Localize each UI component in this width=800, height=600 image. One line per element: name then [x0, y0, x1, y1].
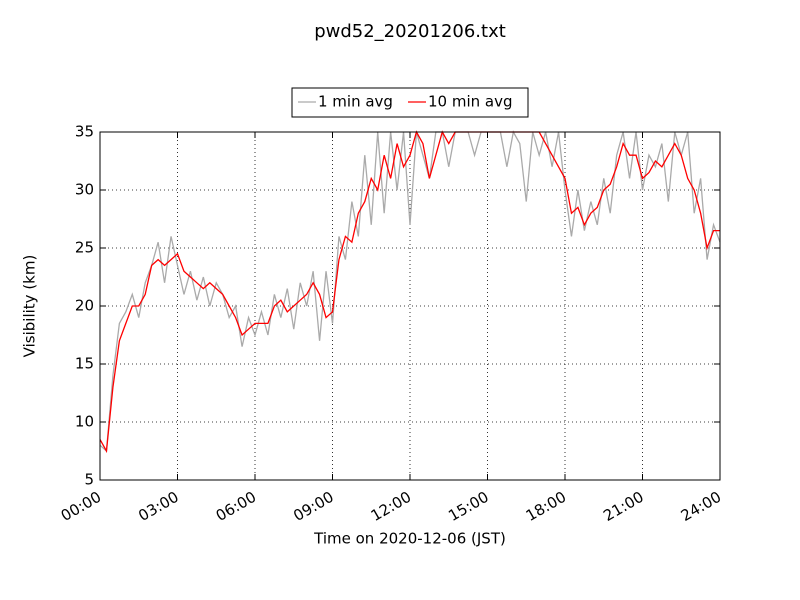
x-axis-label: Time on 2020-12-06 (JST) — [313, 530, 506, 548]
series-line — [99, 130, 720, 454]
y-tick-label: 30 — [75, 181, 94, 199]
series-line — [99, 130, 721, 453]
y-tick-label: 25 — [75, 239, 94, 257]
y-tick-label: 20 — [75, 297, 94, 315]
chart-title: pwd52_20201206.txt — [314, 21, 506, 42]
legend-label: 10 min avg — [428, 93, 513, 111]
y-tick-label: 35 — [75, 123, 94, 141]
plot-lines — [99, 130, 721, 454]
y-tick-label: 5 — [84, 471, 94, 489]
y-axis-label: Visibility (km) — [21, 255, 39, 358]
legend: 1 min avg 10 min avg — [291, 87, 529, 118]
y-tick-label: 15 — [75, 355, 94, 373]
y-tick-label: 10 — [75, 413, 94, 431]
legend-label: 1 min avg — [318, 93, 393, 111]
